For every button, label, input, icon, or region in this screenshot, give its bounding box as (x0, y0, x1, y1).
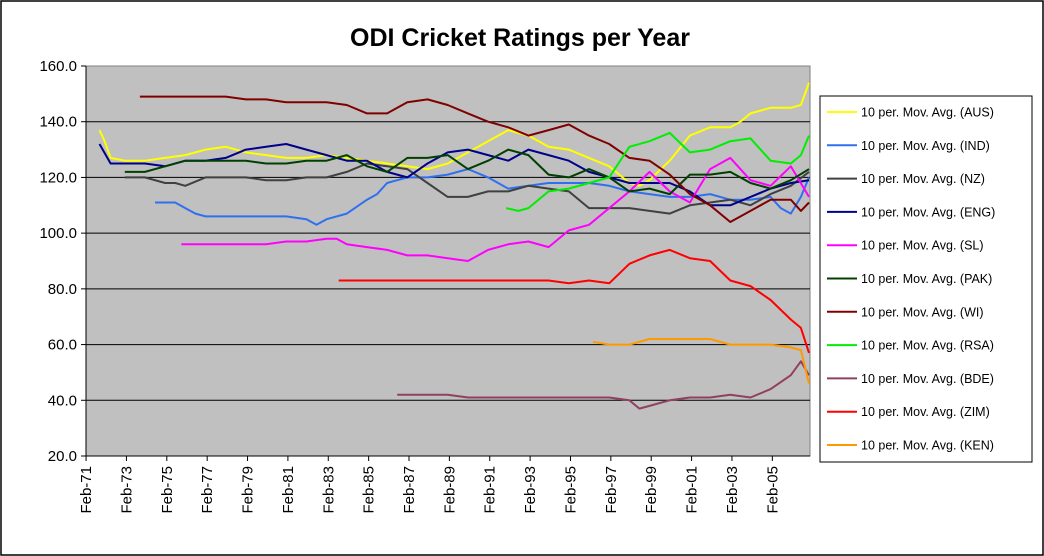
y-tick-label: 20.0 (48, 448, 77, 465)
series-line-8 (505, 131, 810, 212)
legend-label: 10 per. Mov. Avg. (ZIM) (861, 405, 990, 419)
series-line-3 (124, 162, 810, 215)
legend-label: 10 per. Mov. Avg. (IND) (861, 139, 990, 153)
x-tick-label: Feb-99 (643, 466, 660, 514)
y-tick-label: 40.0 (48, 392, 77, 409)
x-tick-label: Feb-87 (401, 466, 418, 514)
series-line-2 (155, 168, 810, 226)
series-lines (98, 82, 810, 410)
series-line-10 (338, 248, 810, 354)
x-tick-label: Feb-81 (280, 466, 297, 514)
legend-label: 10 per. Mov. Avg. (BDE) (861, 372, 994, 386)
x-tick-label: Feb-83 (320, 466, 337, 514)
x-tick-label: Feb-89 (441, 466, 458, 514)
y-tick-label: 160.0 (39, 58, 77, 75)
legend: 10 per. Mov. Avg. (AUS) 10 per. Mov. Avg.… (819, 95, 1033, 463)
x-tick-label: Feb-05 (764, 466, 781, 514)
legend-label: 10 per. Mov. Avg. (RSA) (861, 339, 994, 353)
y-tick-label: 120.0 (39, 169, 77, 186)
legend-label: 10 per. Mov. Avg. (WI) (861, 305, 984, 319)
x-tick-label: Feb-93 (522, 466, 539, 514)
x-tick-label: Feb-77 (199, 466, 216, 514)
x-tick-label: Feb-71 (78, 466, 95, 514)
y-tick-label: 100.0 (39, 225, 77, 242)
y-tick-label: 80.0 (48, 281, 77, 298)
x-tick-label: Feb-91 (482, 466, 499, 514)
legend-label: 10 per. Mov. Avg. (PAK) (861, 272, 992, 286)
series-line-9 (397, 360, 810, 410)
y-tick-label: 140.0 (39, 114, 77, 131)
series-line-5 (181, 156, 810, 262)
legend-label: 10 per. Mov. Avg. (KEN) (861, 439, 994, 453)
x-tick-label: Feb-73 (118, 466, 135, 514)
legend-label: 10 per. Mov. Avg. (ENG) (861, 205, 995, 219)
chart-title: ODI Cricket Ratings per Year (350, 24, 690, 52)
legend-label: 10 per. Mov. Avg. (SL) (861, 239, 984, 253)
series-line-1 (98, 82, 810, 187)
y-tick-label: 60.0 (48, 337, 77, 354)
x-tick-label: Feb-79 (240, 466, 257, 514)
x-tick-label: Feb-85 (361, 466, 378, 514)
x-tick-label: Feb-95 (562, 466, 579, 514)
series-line-7 (139, 95, 810, 223)
series-line-11 (592, 338, 810, 384)
legend-label: 10 per. Mov. Avg. (AUS) (861, 106, 994, 120)
plot-area (85, 65, 811, 457)
y-axis-tick-labels: 20.0 40.0 60.0 80.0 100.0 120.0 140.0 160.0 (39, 58, 86, 465)
series-line-6 (124, 148, 810, 196)
x-tick-label: Feb-97 (603, 466, 620, 514)
x-axis-tick-labels: Feb-71 Feb-73 Feb-75 Feb-77 Feb-79 Feb-81 Feb-… (78, 456, 781, 514)
legend-label: 10 per. Mov. Avg. (NZ) (861, 172, 985, 186)
x-tick-label: Feb-75 (159, 466, 176, 514)
x-tick-label: Feb-03 (724, 466, 741, 514)
x-tick-label: Feb-01 (684, 466, 701, 514)
